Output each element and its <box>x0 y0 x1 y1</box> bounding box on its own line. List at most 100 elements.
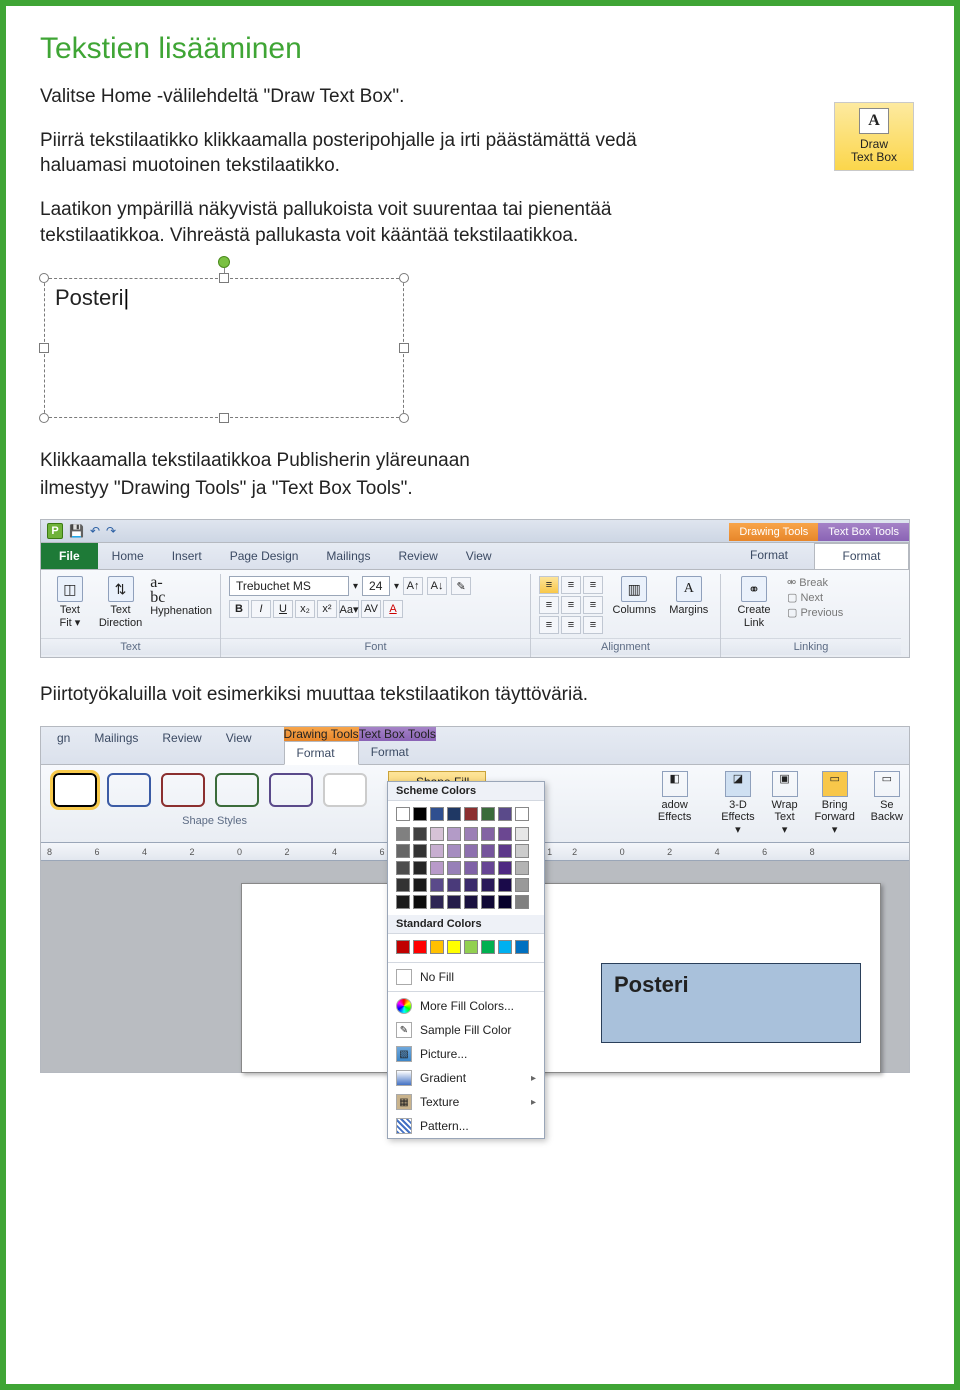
color-swatch[interactable] <box>481 895 495 909</box>
color-swatch[interactable] <box>481 807 495 821</box>
gradient-fill-item[interactable]: Gradient▸ <box>388 1066 544 1090</box>
color-swatch[interactable] <box>413 895 427 909</box>
color-swatch[interactable] <box>464 827 478 841</box>
align-tl-button[interactable]: ≡ <box>539 576 559 594</box>
align-mc-button[interactable]: ≡ <box>561 596 581 614</box>
tab-format-2a[interactable]: Format <box>284 741 359 765</box>
no-fill-item[interactable]: No Fill <box>388 965 544 989</box>
tab-insert[interactable]: Insert <box>158 544 216 569</box>
tab-mailings-2[interactable]: Mailings <box>82 727 150 764</box>
color-swatch[interactable] <box>396 827 410 841</box>
align-ml-button[interactable]: ≡ <box>539 596 559 614</box>
color-swatch[interactable] <box>481 940 495 954</box>
shape-style-4[interactable] <box>215 773 259 807</box>
align-bl-button[interactable]: ≡ <box>539 616 559 634</box>
color-swatch[interactable] <box>481 844 495 858</box>
color-swatch[interactable] <box>396 861 410 875</box>
break-link-button[interactable]: ⚮ Break <box>787 576 843 589</box>
texture-fill-item[interactable]: ▦Texture▸ <box>388 1090 544 1114</box>
color-swatch[interactable] <box>396 878 410 892</box>
color-swatch[interactable] <box>498 827 512 841</box>
tab-mailings[interactable]: Mailings <box>312 544 384 569</box>
tab-design-partial[interactable]: gn <box>45 727 82 764</box>
color-swatch[interactable] <box>413 861 427 875</box>
shape-styles-gallery[interactable] <box>47 771 382 809</box>
color-swatch[interactable] <box>413 940 427 954</box>
more-colors-item[interactable]: More Fill Colors... <box>388 994 544 1018</box>
tab-home[interactable]: Home <box>98 544 158 569</box>
align-tc-button[interactable]: ≡ <box>561 576 581 594</box>
columns-button[interactable]: ▥ Columns <box>611 576 658 616</box>
save-icon[interactable]: 💾 <box>69 524 84 538</box>
resize-handle[interactable] <box>399 273 409 283</box>
align-mr-button[interactable]: ≡ <box>583 596 603 614</box>
shape-style-3[interactable] <box>161 773 205 807</box>
bring-forward-button[interactable]: ▭Bring Forward ▾ <box>811 771 859 836</box>
resize-handle[interactable] <box>399 413 409 423</box>
color-swatch[interactable] <box>515 827 529 841</box>
publisher-app-icon[interactable]: P <box>47 523 63 539</box>
change-case-button[interactable]: Aa▾ <box>339 600 359 618</box>
color-swatch[interactable] <box>430 827 444 841</box>
shape-style-5[interactable] <box>269 773 313 807</box>
color-swatch[interactable] <box>447 827 461 841</box>
font-color-button[interactable]: A <box>383 600 403 618</box>
text-direction-button[interactable]: ⇅ Text Direction <box>99 576 142 628</box>
color-swatch[interactable] <box>430 940 444 954</box>
shape-style-6[interactable] <box>323 773 367 807</box>
color-swatch[interactable] <box>430 844 444 858</box>
margins-button[interactable]: A Margins <box>666 576 713 616</box>
shrink-font-button[interactable]: A↓ <box>427 577 447 595</box>
subscript-button[interactable]: x₂ <box>295 600 315 618</box>
color-swatch[interactable] <box>481 827 495 841</box>
color-swatch[interactable] <box>515 895 529 909</box>
color-swatch[interactable] <box>430 807 444 821</box>
sample-color-item[interactable]: ✎Sample Fill Color <box>388 1018 544 1042</box>
italic-button[interactable]: I <box>251 600 271 618</box>
tab-format-drawing[interactable]: Format <box>724 543 814 569</box>
color-swatch[interactable] <box>447 861 461 875</box>
color-swatch[interactable] <box>413 844 427 858</box>
color-swatch[interactable] <box>515 844 529 858</box>
grow-font-button[interactable]: A↑ <box>403 577 423 595</box>
align-br-button[interactable]: ≡ <box>583 616 603 634</box>
color-swatch[interactable] <box>413 878 427 892</box>
picture-fill-item[interactable]: ▧Picture... <box>388 1042 544 1066</box>
color-swatch[interactable] <box>447 895 461 909</box>
color-swatch[interactable] <box>464 807 478 821</box>
redo-icon[interactable]: ↷ <box>106 524 116 538</box>
next-link-button[interactable]: ▢ Next <box>787 591 843 604</box>
rotation-handle[interactable] <box>218 256 230 268</box>
color-swatch[interactable] <box>464 940 478 954</box>
color-swatch[interactable] <box>430 878 444 892</box>
color-swatch[interactable] <box>413 827 427 841</box>
color-swatch[interactable] <box>515 878 529 892</box>
color-swatch[interactable] <box>498 940 512 954</box>
draw-text-box-button[interactable]: A Draw Text Box <box>834 102 914 171</box>
resize-handle[interactable] <box>399 343 409 353</box>
color-swatch[interactable] <box>515 861 529 875</box>
tab-view[interactable]: View <box>452 544 506 569</box>
tab-file[interactable]: File <box>41 543 98 569</box>
color-swatch[interactable] <box>498 807 512 821</box>
tab-review-2[interactable]: Review <box>150 727 213 764</box>
resize-handle[interactable] <box>39 413 49 423</box>
color-swatch[interactable] <box>396 807 410 821</box>
resize-handle[interactable] <box>219 273 229 283</box>
shape-style-1[interactable] <box>53 773 97 807</box>
tab-review[interactable]: Review <box>384 544 451 569</box>
prev-link-button[interactable]: ▢ Previous <box>787 606 843 619</box>
color-swatch[interactable] <box>498 895 512 909</box>
color-swatch[interactable] <box>464 861 478 875</box>
clear-format-button[interactable]: ✎ <box>451 577 471 595</box>
tab-format-2b[interactable]: Format <box>359 741 436 763</box>
color-swatch[interactable] <box>396 844 410 858</box>
color-swatch[interactable] <box>430 895 444 909</box>
color-swatch[interactable] <box>498 878 512 892</box>
color-swatch[interactable] <box>464 895 478 909</box>
align-bc-button[interactable]: ≡ <box>561 616 581 634</box>
color-swatch[interactable] <box>447 878 461 892</box>
bold-button[interactable]: B <box>229 600 249 618</box>
color-swatch[interactable] <box>515 940 529 954</box>
pattern-fill-item[interactable]: Pattern... <box>388 1114 544 1138</box>
